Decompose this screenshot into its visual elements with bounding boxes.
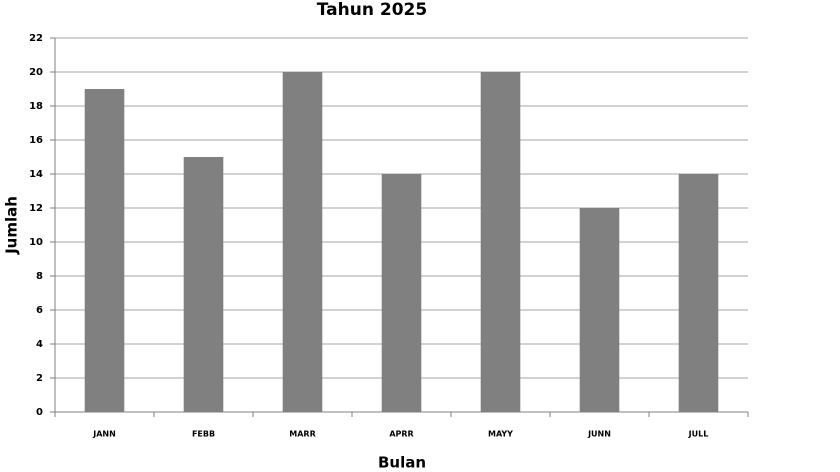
labels: 0 2 4 6 8 10 12 14 16 18 20 22 JANN FEBB MARR APRR MAYY J… [29,33,708,439]
chart-title: Tahun 2025 [317,0,427,20]
x-tick-label: APRR [389,430,413,439]
x-axis-title: Bulan [378,454,426,472]
y-tick-label: 14 [29,169,43,180]
bar [480,72,521,412]
x-tick-label: MAYY [488,430,513,439]
x-tick-label: JULL [688,430,709,439]
y-tick-label: 4 [36,339,43,350]
bar [84,89,125,412]
x-tick-label: MARR [289,430,315,439]
y-axis-title: Jumlah [3,196,21,255]
y-tick-label: 2 [36,373,43,384]
bars [84,72,719,412]
y-tick-label: 18 [29,101,43,112]
y-tick-label: 8 [36,271,43,282]
y-tick-label: 0 [36,407,43,418]
y-tick-label: 12 [29,203,43,214]
bar [579,208,620,412]
y-tick-label: 20 [29,67,43,78]
y-tick-label: 6 [36,305,43,316]
bar [381,174,422,412]
y-tick-label: 16 [29,135,43,146]
x-tick-label: JANN [92,430,116,439]
bar [183,157,224,412]
y-tick-label: 22 [29,33,43,44]
x-tick-label: FEBB [192,430,215,439]
bar [282,72,323,412]
y-tick-label: 10 [29,237,43,248]
x-tick-label: JUNN [587,430,611,439]
bar [678,174,719,412]
